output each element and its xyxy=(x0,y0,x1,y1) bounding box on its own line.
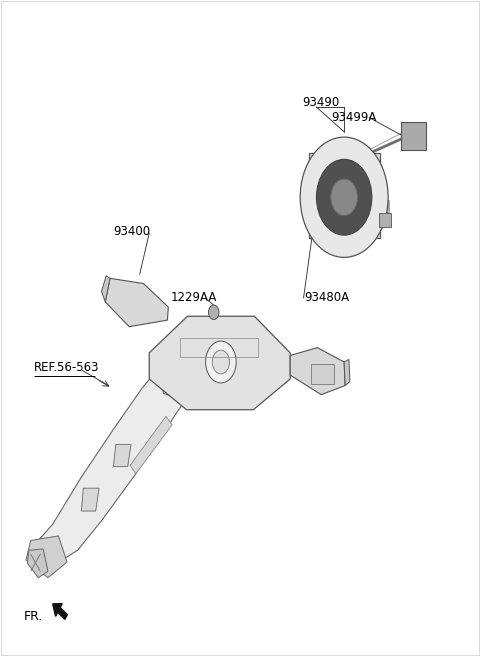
Circle shape xyxy=(316,159,372,235)
Polygon shape xyxy=(309,153,380,237)
Text: 93400: 93400 xyxy=(113,225,151,237)
FancyBboxPatch shape xyxy=(379,213,392,228)
Polygon shape xyxy=(26,536,67,578)
Circle shape xyxy=(331,179,358,216)
Polygon shape xyxy=(380,201,389,214)
FancyBboxPatch shape xyxy=(401,122,426,150)
Polygon shape xyxy=(149,316,290,410)
Text: 93490: 93490 xyxy=(302,96,339,109)
FancyBboxPatch shape xyxy=(311,364,334,384)
Polygon shape xyxy=(82,488,99,511)
Text: 93499A: 93499A xyxy=(331,111,376,124)
Text: 93480A: 93480A xyxy=(304,291,349,304)
Text: FR.: FR. xyxy=(24,611,43,623)
Polygon shape xyxy=(27,549,48,578)
Polygon shape xyxy=(101,276,110,302)
Text: REF.56-563: REF.56-563 xyxy=(34,361,99,374)
Polygon shape xyxy=(130,417,172,474)
Circle shape xyxy=(300,137,388,257)
Polygon shape xyxy=(344,359,350,386)
Circle shape xyxy=(212,350,229,374)
Polygon shape xyxy=(113,444,131,466)
Polygon shape xyxy=(105,278,168,327)
Polygon shape xyxy=(159,361,184,397)
Circle shape xyxy=(205,341,236,383)
FancyArrow shape xyxy=(53,604,67,619)
Polygon shape xyxy=(290,348,345,395)
Polygon shape xyxy=(37,358,190,569)
Circle shape xyxy=(208,305,219,319)
Text: 1229AA: 1229AA xyxy=(171,291,217,304)
